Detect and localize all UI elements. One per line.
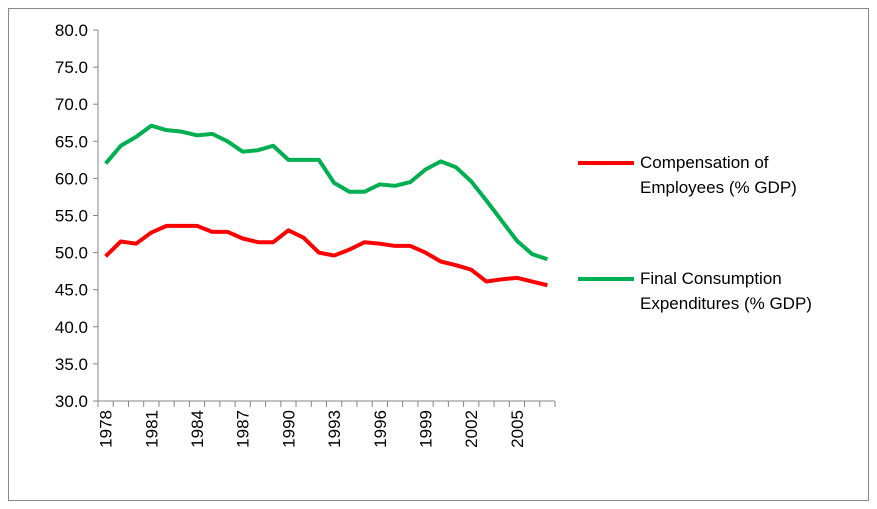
series-line [104,223,548,288]
y-tick-label: 60.0 [55,169,88,188]
y-tick-label: 75.0 [55,58,88,77]
y-tick-label: 45.0 [55,281,88,300]
y-tick-label: 70.0 [55,95,88,114]
x-tick-label: 1996 [371,410,390,448]
y-tick-label: 30.0 [55,392,88,411]
legend-label: Compensation of Employees (% GDP) [640,153,797,197]
y-tick-label: 35.0 [55,355,88,374]
y-tick-label: 65.0 [55,132,88,151]
x-tick-label: 1987 [234,410,253,448]
x-tick-label: 1984 [188,410,207,448]
x-tick-label: 1993 [325,410,344,448]
series-line [104,123,549,262]
legend-label: Final Consumption Expenditures (% GDP) [640,269,812,313]
y-tick-label: 40.0 [55,318,88,337]
y-tick-label: 80.0 [55,21,88,40]
x-tick-label: 1978 [97,410,116,448]
x-tick-label: 1990 [279,410,298,448]
x-tick-label: 2005 [508,410,527,448]
x-tick-label: 1999 [417,410,436,448]
x-tick-label: 1981 [142,410,161,448]
y-tick-label: 55.0 [55,207,88,226]
chart-border [8,8,869,501]
x-tick-label: 2002 [462,410,481,448]
y-tick-label: 50.0 [55,244,88,263]
